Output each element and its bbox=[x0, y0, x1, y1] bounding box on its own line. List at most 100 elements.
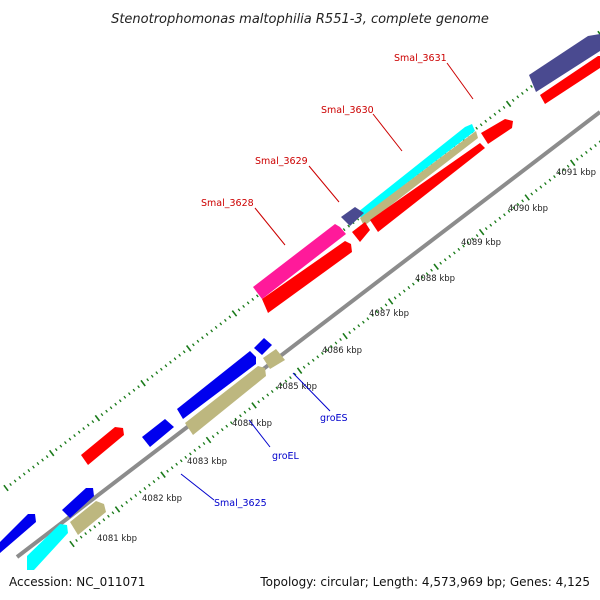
minor-tick bbox=[311, 358, 315, 362]
gene-arrow-smal-3625[interactable] bbox=[62, 488, 94, 518]
minor-tick bbox=[498, 216, 502, 220]
minor-tick bbox=[179, 459, 183, 463]
gene-label-smal-3628[interactable]: Smal_3628 bbox=[201, 198, 254, 209]
minor-tick bbox=[352, 327, 356, 331]
gene-arrow-blue-small[interactable] bbox=[254, 338, 272, 355]
minor-tick bbox=[534, 189, 538, 192]
gene-arrow-red-3628b[interactable] bbox=[352, 222, 370, 242]
minor-tick bbox=[507, 209, 511, 213]
minor-tick bbox=[366, 317, 370, 321]
minor-tick bbox=[466, 241, 470, 244]
major-tick bbox=[160, 471, 166, 478]
callout-line-smal-3629 bbox=[308, 165, 340, 203]
gene-arrow-red-long[interactable] bbox=[262, 241, 352, 313]
minor-tick bbox=[118, 399, 122, 403]
kbp-label: 4083 kbp bbox=[187, 457, 227, 467]
minor-tick bbox=[339, 338, 342, 341]
gene-arrow-red-3629b[interactable] bbox=[370, 143, 485, 232]
minor-tick bbox=[584, 150, 588, 154]
accession-label: Accession: NC_011071 bbox=[9, 575, 145, 589]
minor-tick bbox=[82, 427, 86, 431]
minor-tick bbox=[114, 402, 118, 406]
minor-tick bbox=[77, 430, 81, 434]
minor-tick bbox=[188, 452, 192, 456]
callout-line-smal-3625 bbox=[180, 473, 215, 501]
minor-tick bbox=[425, 272, 429, 276]
major-tick bbox=[296, 367, 303, 374]
inner-tick-track bbox=[69, 140, 600, 548]
minor-tick bbox=[475, 126, 479, 130]
minor-tick bbox=[175, 462, 179, 466]
minor-tick bbox=[102, 518, 106, 522]
minor-tick bbox=[457, 247, 461, 251]
minor-tick bbox=[548, 178, 552, 182]
major-tick bbox=[94, 414, 101, 422]
kbp-label: 4089 kbp bbox=[461, 238, 501, 248]
minor-tick bbox=[502, 105, 506, 109]
gene-arrow-red-3631b[interactable] bbox=[540, 56, 600, 104]
gene-arrow-blue-groel[interactable] bbox=[177, 351, 256, 419]
minor-tick bbox=[237, 308, 241, 312]
callout-line-smal-3628 bbox=[254, 207, 286, 246]
major-tick bbox=[48, 449, 55, 457]
minor-tick bbox=[59, 444, 63, 448]
minor-tick bbox=[375, 310, 379, 314]
minor-tick bbox=[516, 95, 520, 99]
minor-tick bbox=[443, 258, 447, 262]
minor-tick bbox=[220, 428, 224, 432]
callout-line-smal-3631 bbox=[446, 62, 474, 100]
gene-arrow-smal-3631[interactable] bbox=[529, 34, 600, 92]
minor-tick bbox=[293, 372, 297, 376]
minor-tick bbox=[170, 466, 174, 470]
gene-arrow-smal-3630-segment[interactable] bbox=[358, 124, 475, 218]
minor-tick bbox=[270, 390, 274, 393]
kbp-label: 4086 kbp bbox=[322, 346, 362, 356]
gene-arrow-khaki-groel[interactable] bbox=[185, 366, 266, 435]
minor-tick bbox=[193, 448, 197, 452]
minor-tick bbox=[347, 224, 351, 228]
major-tick bbox=[597, 30, 600, 36]
minor-tick bbox=[157, 476, 160, 480]
minor-tick bbox=[257, 400, 261, 404]
minor-tick bbox=[79, 535, 83, 539]
minor-tick bbox=[225, 424, 229, 428]
kbp-label: 4081 kbp bbox=[97, 534, 137, 544]
gene-arrow-blue-edge[interactable] bbox=[0, 514, 36, 553]
gene-label-smal-3629[interactable]: Smal_3629 bbox=[255, 156, 308, 167]
minor-tick bbox=[316, 355, 320, 359]
minor-tick bbox=[516, 202, 520, 206]
minor-tick bbox=[147, 483, 151, 487]
gene-arrow-red-near-backbone[interactable] bbox=[81, 427, 124, 465]
minor-tick bbox=[107, 514, 110, 518]
gene-arrow-smal-3629-segment[interactable] bbox=[360, 131, 478, 226]
minor-tick bbox=[266, 393, 270, 397]
major-tick bbox=[524, 194, 530, 201]
major-tick bbox=[505, 100, 512, 108]
minor-tick bbox=[475, 234, 479, 238]
gene-label-smal-3625[interactable]: Smal_3625 bbox=[214, 498, 267, 509]
minor-tick bbox=[91, 420, 95, 424]
minor-tick bbox=[68, 437, 72, 441]
gene-arrow-khaki-3625[interactable] bbox=[70, 501, 106, 535]
minor-tick bbox=[279, 383, 283, 387]
map-title: Stenotrophomonas maltophilia R551-3, com… bbox=[111, 12, 489, 27]
minor-tick bbox=[562, 168, 565, 172]
gene-arrow-blue-3625[interactable] bbox=[142, 419, 174, 447]
minor-tick bbox=[320, 351, 324, 355]
minor-tick bbox=[512, 206, 515, 210]
gene-arrow-khaki-groes[interactable] bbox=[263, 349, 285, 369]
minor-tick bbox=[398, 293, 402, 296]
gene-label-groel[interactable]: groEL bbox=[272, 451, 300, 462]
minor-tick bbox=[9, 483, 12, 486]
gene-label-smal-3631[interactable]: Smal_3631 bbox=[394, 53, 447, 64]
gene-arrow-cyan-edge[interactable] bbox=[27, 524, 68, 570]
genome-backbone bbox=[15, 110, 600, 559]
gene-label-groes[interactable]: groES bbox=[320, 413, 348, 424]
minor-tick bbox=[211, 435, 215, 439]
minor-tick bbox=[493, 112, 497, 116]
gene-arrow-red-3630b[interactable] bbox=[481, 119, 513, 144]
gene-label-smal-3630[interactable]: Smal_3630 bbox=[321, 105, 374, 116]
gene-arrow-smal-3628[interactable] bbox=[253, 224, 346, 299]
gene-arrow-smal-3629[interactable] bbox=[341, 207, 364, 226]
